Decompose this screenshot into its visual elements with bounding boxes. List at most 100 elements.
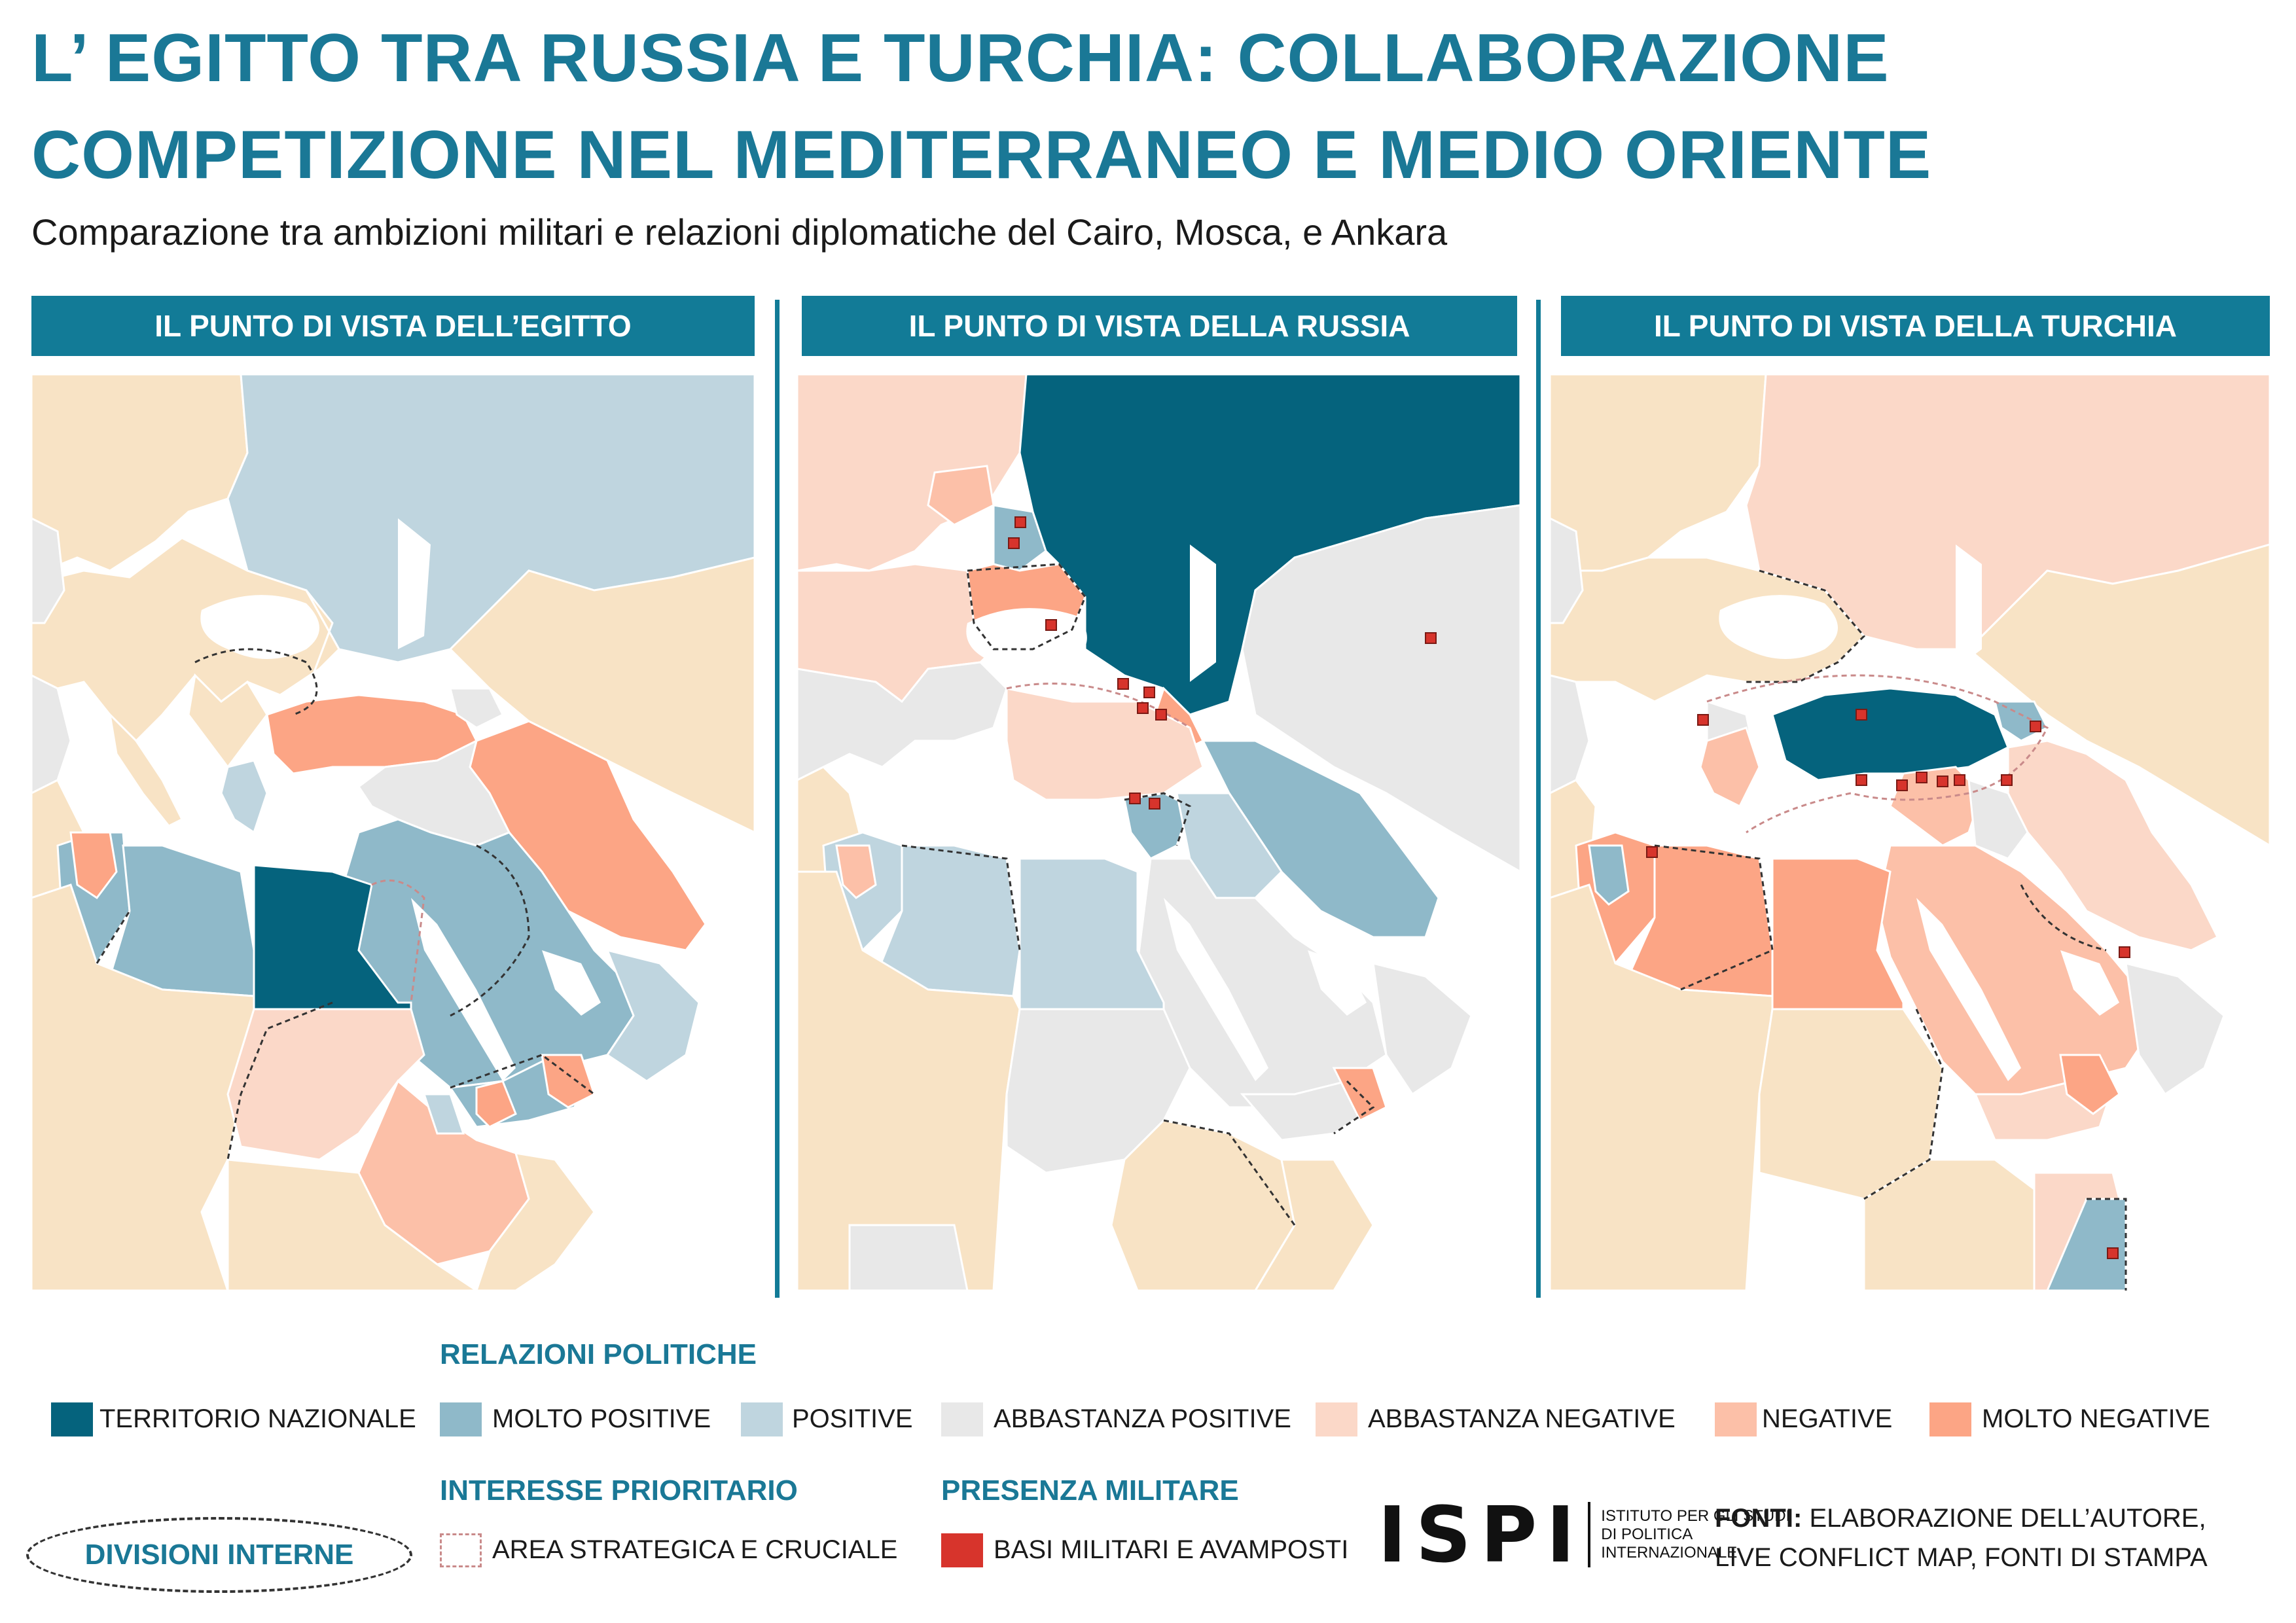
region-somalia — [2046, 1198, 2127, 1291]
military-base — [1856, 774, 1867, 786]
region-central-africa — [848, 1224, 969, 1291]
legend-label-military-base: BASI MILITARI E AVAMPOSTI — [994, 1535, 1349, 1564]
red-sea — [1916, 898, 2021, 1081]
legend-swatch-military-base — [941, 1533, 983, 1567]
map-russia-svg — [797, 374, 1520, 1291]
military-base — [1937, 776, 1948, 787]
military-base — [1117, 678, 1129, 690]
title-line-2: COMPETIZIONE NEL MEDITERRANEO E MEDIO OR… — [31, 117, 1932, 193]
red-sea — [1164, 898, 1268, 1081]
military-base — [1954, 774, 1965, 786]
title-line-1: L’ EGITTO TRA RUSSIA E TURCHIA: COLLABOR… — [31, 20, 1890, 96]
internal-division — [966, 563, 1086, 651]
internal-division — [450, 844, 530, 1017]
region-italy — [108, 711, 184, 827]
caspian-sea — [1190, 544, 1216, 682]
region-somalia — [1254, 1158, 1374, 1291]
internal-division — [1654, 844, 1774, 991]
map-egypt-svg — [31, 374, 755, 1291]
black-sea — [1719, 595, 1838, 659]
region-southern-europe — [797, 661, 1008, 781]
internal-division — [226, 1001, 333, 1160]
military-base — [1155, 709, 1167, 721]
military-base — [1856, 709, 1867, 721]
military-base — [1014, 516, 1026, 528]
military-base — [1137, 702, 1149, 714]
region-sahel — [1550, 883, 1774, 1291]
region-tunisia — [1588, 844, 1630, 906]
region-greece — [1699, 726, 1761, 808]
subtitle: Comparazione tra ambizioni militari e re… — [31, 211, 1448, 253]
internal-division — [96, 910, 131, 964]
strategic-area — [1706, 674, 2049, 834]
military-base — [1143, 687, 1155, 698]
region-caucasus — [449, 687, 505, 729]
region-iberia — [1550, 674, 1590, 794]
region-somalia — [475, 1152, 596, 1291]
legend-label-positive: POSITIVE — [792, 1404, 913, 1433]
ispi-logo-line2: DI POLITICA — [1601, 1525, 1693, 1543]
military-base — [2030, 721, 2041, 732]
legend-label-very-negative: MOLTO NEGATIVE — [1982, 1404, 2210, 1433]
region-greece — [220, 759, 268, 834]
sources-line1: FONTI: ELABORAZIONE DELL’AUTORE, — [1715, 1499, 2208, 1538]
legend-swatch-very-negative — [1929, 1402, 1971, 1436]
ispi-logo-separator — [1588, 1502, 1591, 1567]
panel-title-egypt: IL PUNTO DI VISTA DELL’EGITTO — [31, 296, 755, 356]
legend-political-title: RELAZIONI POLITICHE — [440, 1338, 757, 1370]
legend-label-very-positive: MOLTO POSITIVE — [492, 1404, 711, 1433]
military-base — [1425, 632, 1437, 644]
region-uk — [31, 517, 65, 624]
military-base — [1896, 779, 1908, 791]
military-base — [2107, 1247, 2119, 1259]
region-iraq — [1967, 778, 2029, 860]
military-base — [2001, 774, 2013, 786]
region-oman — [2125, 962, 2225, 1096]
military-base — [1646, 846, 1658, 858]
region-central-asia — [1967, 543, 2270, 847]
internal-division — [1333, 1080, 1375, 1135]
region-saudi-arabia — [1876, 844, 2153, 1096]
region-eritrea — [422, 1093, 465, 1135]
caspian-sea — [1956, 544, 1982, 669]
legend-internal-divisions-label: DIVISIONI INTERNE — [84, 1539, 354, 1571]
military-base — [2119, 946, 2130, 958]
persian-gulf — [1308, 950, 1367, 1016]
internal-division — [2087, 1198, 2127, 1291]
legend-swatch-national — [51, 1402, 93, 1436]
strategic-area — [371, 879, 425, 1003]
panel-title-turkey: IL PUNTO DI VISTA DELLA TURCHIA — [1561, 296, 2270, 356]
military-base — [1916, 772, 1928, 783]
ispi-logo-text: ISTITUTO PER GLI STUDI DI POLITICA INTER… — [1601, 1507, 1790, 1562]
legend-swatch-negative — [1715, 1402, 1757, 1436]
legend-label-negative: NEGATIVE — [1762, 1404, 1893, 1433]
region-balkans — [187, 673, 268, 769]
region-yemen-south — [541, 1054, 596, 1109]
region-sahel — [797, 870, 1021, 1291]
legend-swatch-very-positive — [440, 1402, 482, 1436]
legend-priority-title: INTERESSE PRIORITARIO — [440, 1474, 798, 1507]
region-east-africa — [226, 1158, 478, 1291]
persian-gulf — [2060, 950, 2119, 1016]
region-tunisia — [835, 844, 877, 899]
region-turkey — [1771, 687, 2009, 781]
panel-divider-2 — [1536, 300, 1541, 1298]
sources-text-2: LIVE CONFLICT MAP, FONTI DI STAMPA — [1715, 1543, 2208, 1572]
legend-label-fairly-positive: ABBASTANZA POSITIVE — [994, 1404, 1291, 1433]
military-base — [1129, 793, 1141, 804]
military-base — [1149, 798, 1160, 810]
region-oman — [1372, 962, 1473, 1096]
region-ukraine — [279, 590, 340, 696]
region-oman — [605, 948, 700, 1082]
legend-internal-divisions: DIVISIONI INTERNE — [26, 1517, 412, 1593]
sources-text-1: ELABORAZIONE DELL’AUTORE, — [1809, 1504, 2206, 1533]
panel-divider-1 — [775, 300, 780, 1298]
caspian-sea — [398, 518, 431, 649]
sources-label: FONTI: — [1715, 1504, 1803, 1533]
panel-title-russia: IL PUNTO DI VISTA DELLA RUSSIA — [802, 296, 1517, 356]
region-yemen-north — [475, 1080, 517, 1128]
internal-division — [2020, 884, 2107, 952]
sources: FONTI: ELABORAZIONE DELL’AUTORE, LIVE CO… — [1715, 1499, 2208, 1577]
map-turkey — [1550, 374, 2270, 1291]
region-iran — [2007, 740, 2219, 952]
